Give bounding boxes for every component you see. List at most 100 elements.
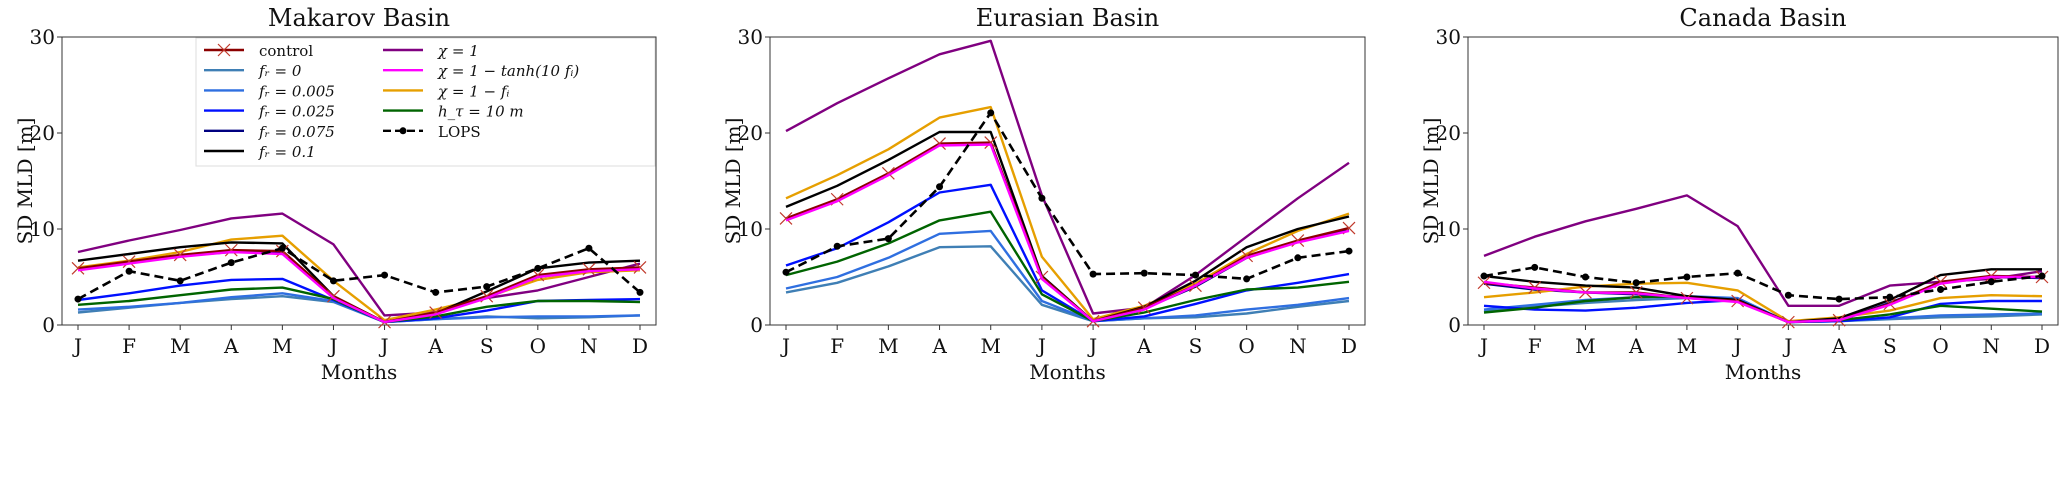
series-line-fr01	[785, 130, 1350, 323]
legend-label: fᵣ = 0.1	[258, 143, 316, 161]
y-tick-label: 10	[1436, 217, 1461, 241]
x-axis-label: Months	[1725, 360, 1802, 384]
data-point-lops	[1987, 278, 1995, 286]
data-point-lops	[1480, 272, 1488, 280]
series-lops	[74, 244, 644, 303]
x-tick-label: N	[1983, 334, 2001, 358]
series-line-fr0	[785, 245, 1350, 323]
legend-marker	[217, 43, 231, 57]
x-tick-label: D	[2034, 334, 2050, 358]
x-tick-label: J	[1782, 334, 1792, 358]
legend-item-lops: LOPS	[383, 123, 481, 141]
series-line-lops	[785, 111, 1350, 281]
x-tick-label: A	[931, 334, 947, 358]
x-tick-label: F	[122, 334, 136, 358]
x-tick-label: M	[1575, 334, 1595, 358]
data-point-lops	[1345, 247, 1353, 255]
series-fr0	[785, 245, 1350, 323]
data-point-lops	[381, 271, 389, 279]
series-tanh	[785, 143, 1350, 323]
series-line-lops	[1483, 266, 2043, 301]
series-line-h10	[785, 210, 1350, 323]
x-tick-label: S	[1883, 334, 1897, 358]
axes-frame	[1467, 36, 2059, 326]
data-point-lops	[585, 244, 593, 252]
x-tick-label: F	[830, 334, 844, 358]
data-point-control	[582, 262, 596, 276]
data-point-control	[633, 260, 647, 274]
data-point-lops	[1581, 273, 1589, 281]
legend-marker	[399, 127, 407, 135]
legend-label: fᵣ = 0.005	[258, 82, 335, 100]
x-tick-label: A	[1628, 334, 1644, 358]
data-point-lops	[483, 283, 491, 291]
data-point-control	[779, 212, 793, 225]
axes-frame	[61, 36, 657, 326]
data-point-lops	[74, 295, 82, 303]
x-tick-label: N	[580, 334, 598, 358]
series-line-tanh	[77, 250, 641, 324]
legend-label: control	[259, 42, 313, 60]
data-point-lops	[782, 268, 790, 276]
x-tick-label: S	[480, 334, 494, 358]
panel-0: Makarov Basin 0 10 20 30 J F M A M J J A S O N D Months SD…	[13, 4, 657, 384]
x-tick-label: N	[1289, 334, 1307, 358]
legend-label: χ = 1 − fᵢ	[437, 82, 509, 100]
y-tick-label: 30	[1436, 25, 1461, 49]
data-point-control	[71, 261, 85, 275]
x-tick-label: D	[632, 334, 648, 358]
data-point-lops	[1531, 263, 1539, 271]
x-tick-label: M	[170, 334, 190, 358]
x-tick-label: A	[1831, 334, 1847, 358]
data-point-control	[122, 255, 136, 269]
data-point-lops	[1784, 291, 1792, 299]
series-chi1	[785, 39, 1350, 315]
y-axis-label: SD MLD [m]	[721, 118, 745, 245]
data-point-lops	[1632, 279, 1640, 287]
y-tick-label: 10	[30, 217, 55, 241]
data-point-lops	[1243, 275, 1251, 283]
data-point-lops	[1140, 269, 1148, 277]
x-tick-label: J	[1087, 334, 1097, 358]
x-tick-label: M	[878, 334, 898, 358]
legend-item-fr005: fᵣ = 0.005	[204, 82, 335, 100]
panel-title: Canada Basin	[1679, 4, 1846, 32]
y-tick-label: 0	[42, 313, 55, 337]
data-point-lops	[1835, 295, 1843, 303]
x-tick-label: D	[1341, 334, 1357, 358]
legend-item-fr075: fᵣ = 0.075	[204, 123, 335, 141]
data-point-lops	[833, 242, 841, 250]
series-chifi	[77, 234, 641, 322]
x-tick-label: J	[1478, 334, 1488, 358]
legend-item-control: control	[204, 42, 313, 60]
x-tick-label: J	[1732, 334, 1742, 358]
y-tick-label: 30	[738, 25, 763, 49]
x-tick-label: J	[327, 334, 337, 358]
data-point-control	[429, 306, 443, 319]
data-point-control	[224, 243, 238, 257]
x-tick-label: J	[1036, 334, 1046, 358]
series-line-fr005	[785, 229, 1350, 323]
series-chifi	[785, 105, 1350, 321]
x-axis-label: Months	[1029, 360, 1106, 384]
legend-label: LOPS	[438, 123, 481, 141]
data-point-lops	[1038, 194, 1046, 202]
legend-label: fᵣ = 0	[258, 62, 302, 80]
y-tick-label: 10	[738, 217, 763, 241]
series-chi1	[77, 212, 641, 317]
legend-item-chi1: χ = 1	[383, 42, 479, 60]
y-axis-label: SD MLD [m]	[13, 118, 37, 245]
panel-title: Makarov Basin	[268, 4, 450, 32]
data-point-lops	[1089, 270, 1097, 278]
data-point-lops	[1294, 254, 1302, 262]
series-line-lops	[77, 246, 641, 301]
data-point-lops	[1734, 269, 1742, 277]
x-axis-label: Months	[321, 360, 398, 384]
series-h10	[785, 210, 1350, 323]
x-tick-label: F	[1528, 334, 1542, 358]
x-tick-label: J	[72, 334, 82, 358]
x-tick-label: O	[1932, 334, 1948, 358]
legend-frame	[195, 37, 656, 167]
legend-label: h_τ = 10 m	[438, 103, 524, 121]
